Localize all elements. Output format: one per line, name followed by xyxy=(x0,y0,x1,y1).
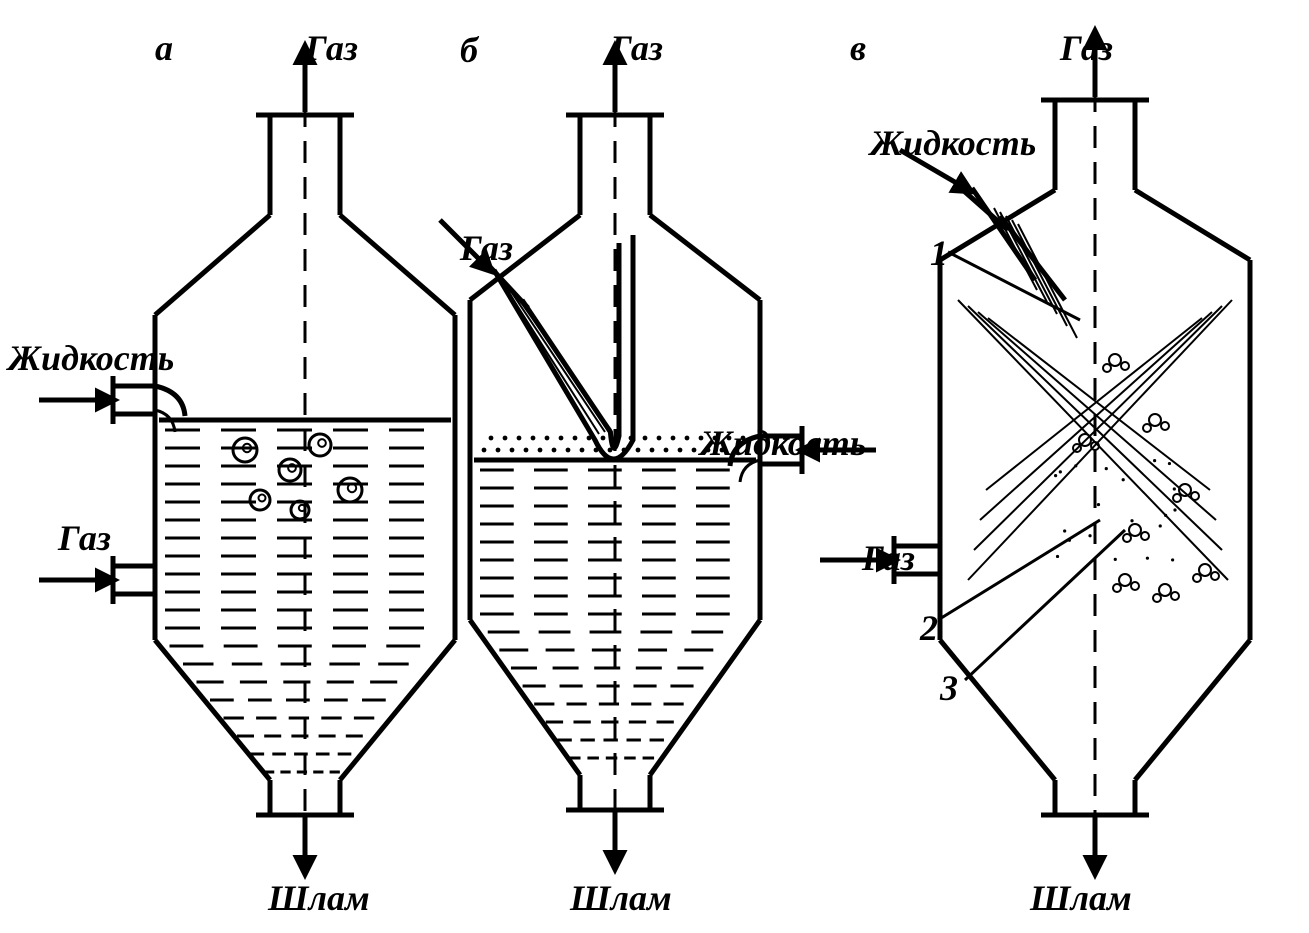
label-gas-b-in: Газ xyxy=(459,228,513,268)
label-liquid-a: Жидкость xyxy=(5,338,174,378)
label-a: а xyxy=(155,28,173,68)
label-n3: 3 xyxy=(939,668,958,708)
label-gas-a-in: Газ xyxy=(57,518,111,558)
label-gas-c-in: Газ xyxy=(861,538,915,578)
label-n2: 2 xyxy=(919,608,938,648)
label-n1: 1 xyxy=(930,233,948,273)
label-c: в xyxy=(850,28,866,68)
label-liquid-c: Жидкость xyxy=(867,123,1036,163)
label-sludge-a: Шлам xyxy=(267,878,370,918)
label-gas-a-top: Газ xyxy=(304,28,358,68)
label-gas-c-top: Газ xyxy=(1059,28,1113,68)
label-gas-b-top: Газ xyxy=(609,28,663,68)
label-sludge-b: Шлам xyxy=(569,878,672,918)
label-sludge-c: Шлам xyxy=(1029,878,1132,918)
label-b: б xyxy=(460,30,480,70)
label-liquid-b: Жидкость xyxy=(697,423,866,463)
